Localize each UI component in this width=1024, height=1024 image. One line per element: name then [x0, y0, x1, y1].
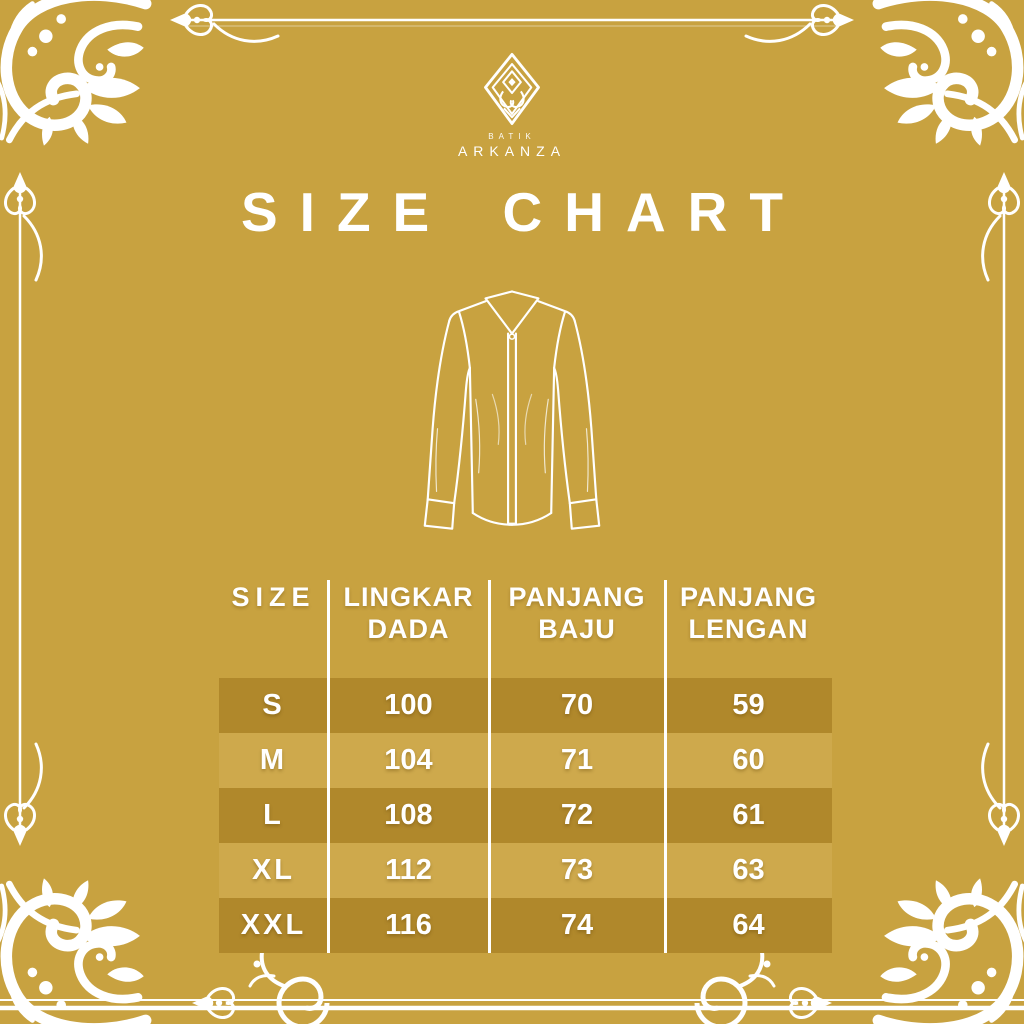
arkanza-diamond-monogram-icon: [484, 53, 540, 125]
table-row: XXL 116 74 64: [219, 898, 832, 953]
measurement-cell: 116: [385, 909, 432, 941]
brand-tagline: BATIK: [488, 132, 536, 141]
measurement-cell: 104: [384, 744, 433, 776]
measurement-cell: 61: [732, 799, 765, 831]
measurement-cell: 60: [732, 744, 765, 776]
measurement-cell: 74: [560, 909, 594, 941]
measurement-cell: 64: [732, 909, 765, 941]
brand-block: BATIK ARKANZA: [0, 52, 1024, 159]
measurement-cell: 100: [384, 689, 433, 721]
size-cell: XL: [251, 854, 296, 886]
size-cell: S: [262, 689, 285, 721]
measurement-cell: 71: [560, 744, 594, 776]
column-divider: [327, 580, 330, 953]
measurement-cell: 72: [560, 799, 594, 831]
table-row: S 100 70 59: [219, 678, 832, 733]
table-row: M 104 71 60: [219, 733, 832, 788]
brand-name: ARKANZA: [457, 143, 567, 159]
table-row: L 108 72 61: [219, 788, 832, 843]
measurement-cell: 59: [732, 689, 765, 721]
measurement-cell: 112: [385, 854, 432, 886]
size-cell: XXL: [240, 909, 307, 941]
measurement-cell: 73: [560, 854, 594, 886]
size-table: SIZE LINGKAR DADA PANJANG BAJU PANJANG LENG…: [219, 580, 832, 953]
column-header: SIZE: [231, 582, 316, 612]
column-header: PANJANG BAJU: [508, 582, 646, 644]
page-title: SIZE CHART: [241, 181, 805, 243]
column-divider: [488, 580, 491, 953]
size-cell: M: [259, 744, 288, 776]
long-sleeve-shirt-outline-icon: [423, 290, 601, 530]
table-row: XL 112 73 63: [219, 843, 832, 898]
size-table-body: S 100 70 59 M 104 71 60 L 108 72 61 XL 112 73 63 XXL 116 7…: [219, 678, 832, 953]
column-divider: [664, 580, 667, 953]
measurement-cell: 63: [732, 854, 765, 886]
column-header: PANJANG LENGAN: [679, 582, 818, 644]
measurement-cell: 70: [560, 689, 594, 721]
measurement-cell: 108: [384, 799, 433, 831]
size-table-header: SIZE LINGKAR DADA PANJANG BAJU PANJANG LENG…: [219, 580, 832, 674]
size-cell: L: [263, 799, 284, 831]
column-header: LINGKAR DADA: [343, 582, 474, 644]
